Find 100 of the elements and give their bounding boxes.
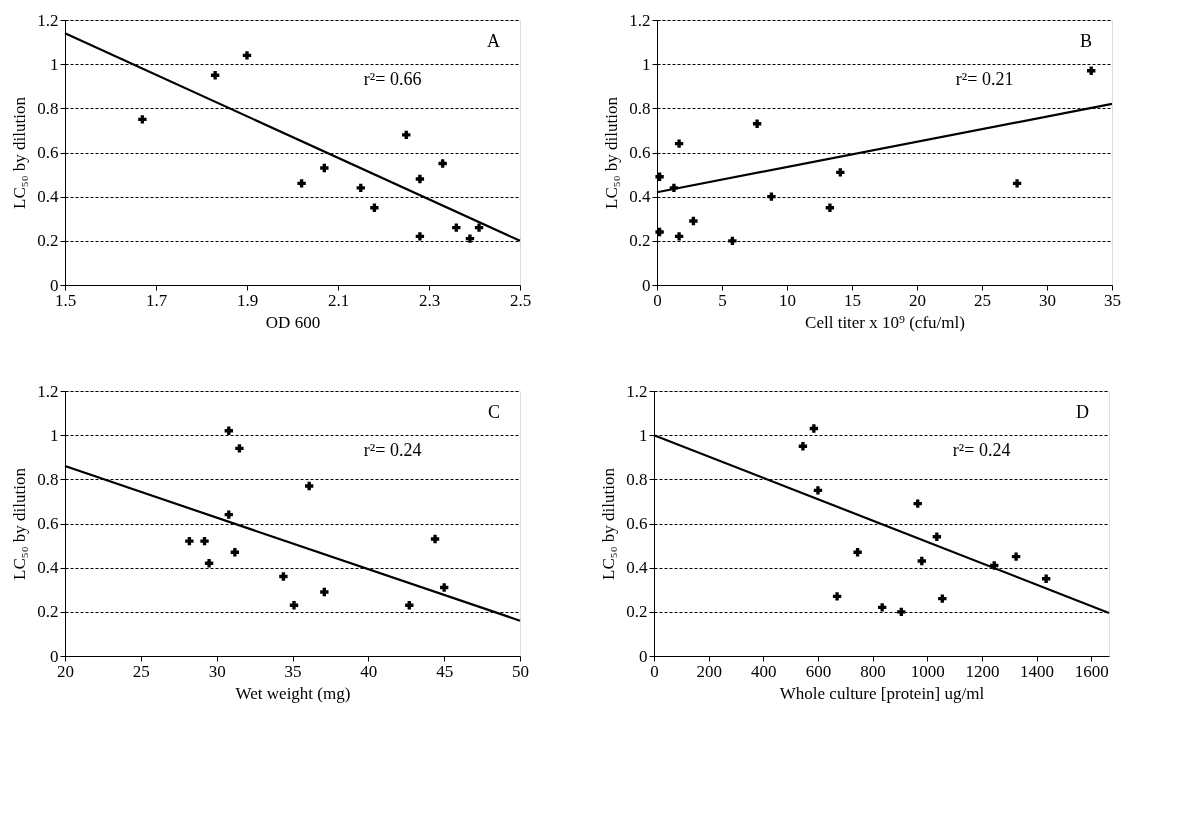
y-tick-label: 0.6 [626,514,648,533]
point [917,556,926,566]
y-tick-label: 0.4 [37,187,59,207]
x-tick-label: 30 [1039,290,1056,310]
point [836,168,845,177]
y-tick-label: 1.2 [626,381,648,401]
point [415,232,425,241]
x-tick-label: 30 [208,661,226,681]
x-tick-label: 15 [844,290,861,310]
y-tick-label: 0.4 [629,187,651,207]
point [813,486,823,495]
annotation: r²= 0.24 [363,440,422,460]
x-tick-label: 2.1 [327,290,350,310]
y-tick-label: 0.8 [626,469,648,489]
point [897,607,906,617]
point [356,183,365,193]
y-tick-label: 0.8 [37,98,59,118]
point [913,499,922,508]
y-tick-label: 0 [639,646,648,666]
point [474,223,484,232]
point [204,559,214,568]
point [767,192,776,201]
point [825,203,835,212]
point [320,163,329,173]
y-tick-label: 0.8 [629,98,651,118]
y-tick-label: 0.4 [37,558,59,578]
x-axis-title: Wet weight (mg) [235,683,351,703]
y-tick-label: 0.6 [629,143,651,162]
point [1012,179,1022,188]
point [230,548,240,557]
y-axis-title: LC₅₀ by dilution [10,467,30,580]
point [832,592,842,601]
point [438,159,447,168]
x-tick-label: 200 [696,661,722,681]
point [402,130,411,140]
point [415,174,425,184]
point [224,510,233,519]
x-axis-title: OD 600 [265,312,321,332]
point [279,572,288,581]
point [728,236,737,246]
x-tick-label: 10 [779,290,796,310]
annotation: D [1076,402,1089,422]
point [439,583,449,592]
x-tick-label: 20 [909,290,926,310]
point [430,534,440,544]
x-tick-label: 600 [805,661,832,681]
y-tick-label: 0 [50,646,59,666]
annotation: C [487,402,500,422]
x-tick-label: 45 [436,661,454,681]
x-tick-label: 2.3 [418,290,441,310]
x-tick-label: 5 [718,290,727,310]
point [305,481,314,491]
annotation: r²= 0.24 [952,440,1011,460]
y-tick-label: 0.2 [37,231,59,251]
x-tick-label: 35 [1104,290,1121,310]
x-tick-label: 1.9 [236,290,259,310]
annotation: B [1079,31,1092,51]
x-axis-title: Cell titer x 10⁹ (cfu/ml) [805,312,965,332]
annotation: A [487,31,500,51]
point [655,172,664,181]
point [452,223,461,232]
x-tick-label: 1400 [1020,661,1055,681]
x-tick-label: 20 [57,661,74,681]
y-tick-label: 1.2 [37,10,59,30]
point [809,424,819,433]
point [200,536,209,546]
point [1011,552,1021,561]
x-tick-label: 400 [751,661,777,681]
point [798,442,808,451]
y-tick-label: 1.2 [629,10,651,30]
y-axis-title: LC₅₀ by dilution [10,96,30,209]
y-tick-label: 0.2 [37,602,59,622]
y-tick-label: 1 [639,425,648,445]
annotation: r²= 0.21 [955,69,1014,89]
point [655,227,664,237]
point [674,232,684,241]
point [320,587,329,597]
x-tick-label: 40 [360,661,378,681]
point [210,71,220,80]
point [185,536,194,546]
y-tick-label: 1 [50,425,59,445]
point [465,234,475,243]
point [297,179,306,188]
point [370,203,379,212]
y-tick-label: 1.2 [37,381,59,401]
x-tick-label: 25 [974,290,991,310]
point [689,216,698,226]
y-tick-label: 0 [642,275,651,295]
x-tick-label: 1200 [965,661,1000,681]
annotation: r²= 0.66 [363,69,422,89]
point [853,548,862,557]
x-tick-label: 1.7 [145,290,168,310]
y-tick-label: 1 [50,54,59,74]
y-tick-label: 0.6 [37,143,59,162]
x-tick-label: 1600 [1074,661,1109,681]
x-tick-label: 50 [512,661,529,681]
y-tick-label: 0.4 [626,558,648,578]
point [138,115,147,124]
y-tick-label: 0.8 [37,469,59,489]
y-tick-label: 0.2 [629,231,651,251]
